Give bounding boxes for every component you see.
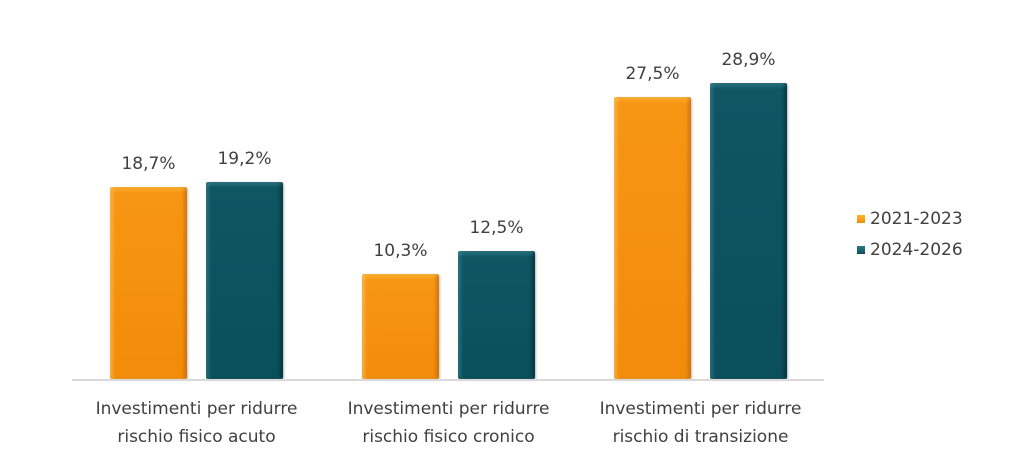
bar-2021-2023-cat1 xyxy=(362,274,439,379)
legend-swatch-orange xyxy=(857,214,865,223)
data-label: 19,2% xyxy=(217,149,272,169)
category-label-line: Investimenti per ridurre xyxy=(95,399,298,419)
category-label-line: Investimenti per ridurre xyxy=(347,399,550,419)
x-axis-line xyxy=(72,379,824,381)
data-label: 10,3% xyxy=(373,241,428,261)
legend-item-2021-2023: 2021-2023 xyxy=(857,203,963,234)
legend: 2021-2023 2024-2026 xyxy=(857,203,963,265)
bar-2021-2023-cat0 xyxy=(110,187,187,379)
data-label: 27,5% xyxy=(625,64,680,84)
category-label: Investimenti per ridurre rischio di trans… xyxy=(576,395,826,451)
data-label: 12,5% xyxy=(469,218,524,238)
legend-swatch-teal xyxy=(857,245,865,254)
legend-item-2024-2026: 2024-2026 xyxy=(857,234,963,265)
category-label-line: Investimenti per ridurre xyxy=(599,399,802,419)
bar-2021-2023-cat2 xyxy=(614,97,691,379)
data-label: 28,9% xyxy=(721,50,776,70)
category-label-line: rischio fisico acuto xyxy=(117,427,276,447)
category-label-line: rischio fisico cronico xyxy=(362,427,535,447)
category-label-line: rischio di transizione xyxy=(612,427,789,447)
legend-label: 2024-2026 xyxy=(870,239,963,260)
legend-label: 2021-2023 xyxy=(870,208,963,229)
category-label: Investimenti per ridurre rischio fisico a… xyxy=(72,395,322,451)
bar-2024-2026-cat2 xyxy=(710,83,787,379)
data-label: 18,7% xyxy=(121,154,176,174)
category-label: Investimenti per ridurre rischio fisico c… xyxy=(324,395,574,451)
bar-2024-2026-cat0 xyxy=(206,182,283,379)
bar-2024-2026-cat1 xyxy=(458,251,535,379)
